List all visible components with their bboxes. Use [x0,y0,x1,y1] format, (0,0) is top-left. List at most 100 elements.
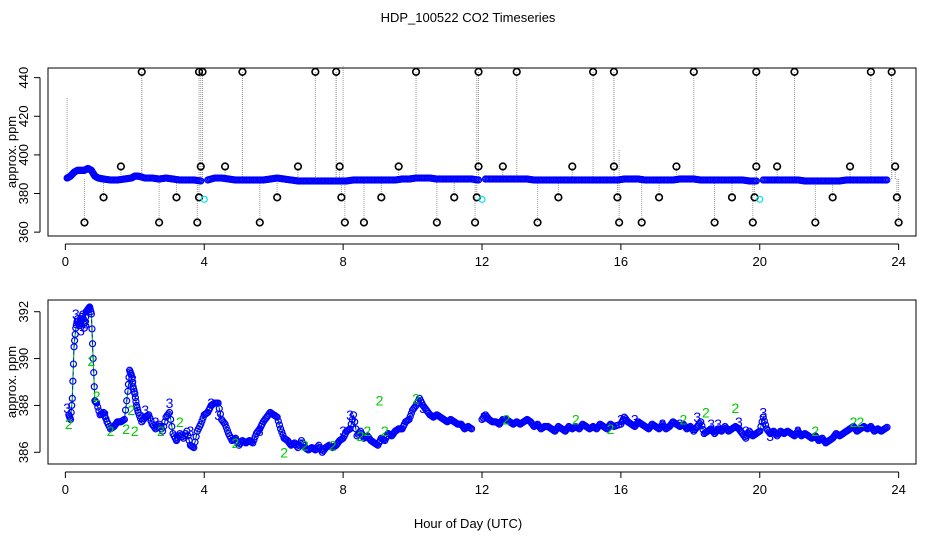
bottom-label-point: 3 [256,423,264,439]
top-spike-point [672,162,681,171]
bottom-label-point: 3 [693,409,701,425]
bottom-series-point [120,415,128,424]
top-spike-point [609,67,619,76]
bottom-label-point: 2 [88,353,96,369]
bottom-series-point [69,360,78,368]
bottom-label-point: 3 [759,404,767,420]
bottom-label-point: 2 [702,404,710,420]
x-axis-label: Hour of Day (UTC) [414,516,522,531]
bottom-label-point: 3 [141,402,149,418]
top-spike-point [773,162,782,171]
bottom-series-point [121,406,130,414]
top-y-tick-label: 380 [16,183,31,205]
bottom-y-tick-label: 390 [16,348,31,370]
bottom-label-point: 2 [329,437,337,453]
top-spike-point [512,67,521,76]
bottom-series-point [183,427,191,435]
bottom-series-point [145,411,153,419]
top-spike-point [727,193,737,202]
bottom-series-point [757,422,765,431]
bottom-x-tick-label: 16 [614,482,628,497]
bottom-x-axis: 0 4 8 12 16 20 24 [62,471,906,497]
bottom-label-point: 2 [157,423,165,439]
bottom-series-point [249,439,257,447]
top-drop-lines [66,66,900,223]
bottom-y-tick-label: 386 [16,441,31,463]
bottom-label-point: 2 [732,400,740,416]
top-y-tick-label: 400 [16,144,31,166]
top-spike-point [866,67,875,76]
bottom-label-point: 3 [617,411,625,427]
top-spike-point [293,162,303,171]
top-spike-point [172,193,181,202]
bottom-series-point [66,415,75,424]
bottom-series-point [123,397,131,405]
top-spike-point [193,218,202,227]
bottom-series-point [221,420,229,428]
top-baseline-point [752,177,760,185]
bottom-label-point: 2 [65,416,73,432]
bottom-label-point: 3 [346,407,354,423]
top-spike-point [411,67,421,76]
top-spike-point [359,218,369,227]
bottom-label-point: 3 [101,407,109,423]
top-spike-point [255,218,264,227]
bottom-label-point: 3 [735,414,743,430]
bottom-series-points [65,303,891,456]
top-spike-point [194,67,204,76]
bottom-y-axis-label: approx. ppm [4,346,19,418]
top-spike-point [689,67,698,76]
bottom-series-point [146,414,154,422]
bottom-series-point [273,413,281,421]
bottom-label-point: 3 [794,423,802,439]
top-spike-point [335,162,344,171]
bottom-label-point: 2 [122,421,130,437]
top-spike-point [337,193,346,202]
top-spike-point [99,193,108,202]
top-spike-point [615,218,624,227]
bottom-series-point [250,436,258,444]
bottom-label-point: 3 [129,372,137,388]
bottom-series-point [222,423,230,431]
top-spike-point [377,193,386,202]
bottom-series-point [165,408,174,417]
bottom-x-tick-label: 0 [62,482,69,497]
top-spike-point [811,218,820,227]
top-spike-point [752,67,761,76]
top-y-axis: 360 380 400 420 440 [16,67,41,243]
bottom-label-point: 2 [107,423,115,439]
top-spike-point [432,218,441,227]
top-spike-point [609,162,619,171]
top-spike-point [891,162,900,171]
bottom-label-point: 3 [152,414,160,430]
bottom-label-point: 3 [173,430,181,446]
bottom-label-point: 2 [857,414,865,430]
bottom-series-point [406,412,414,420]
bottom-x-tick-label: 8 [340,482,347,497]
bottom-series-point [67,408,75,417]
bottom-series-point [760,417,768,425]
bottom-label-point: 2 [811,423,819,439]
bottom-series-point [349,411,358,419]
top-spike-point [238,67,247,76]
bottom-label-point: 3 [77,322,85,338]
bottom-label-point: 3 [742,423,750,439]
bottom-series-point [128,375,136,383]
top-x-tick-label: 24 [891,254,905,269]
bottom-series-point [90,383,98,391]
bottom-label-point: 2 [301,437,309,453]
top-spike-point [613,193,622,202]
top-spike-point [892,193,902,202]
bottom-label-point: 3 [166,395,174,411]
bottom-label-point: 2 [381,423,389,439]
top-spike-point [828,193,837,202]
bottom-label-point: 3 [72,306,80,322]
bottom-series-point [198,417,206,425]
bottom-label-point: 2 [502,411,510,427]
top-y-axis-label: approx. ppm [4,116,19,188]
bottom-label-point: 3 [659,416,667,432]
bottom-series-point [69,377,77,385]
top-y-tick-label: 420 [16,105,31,127]
